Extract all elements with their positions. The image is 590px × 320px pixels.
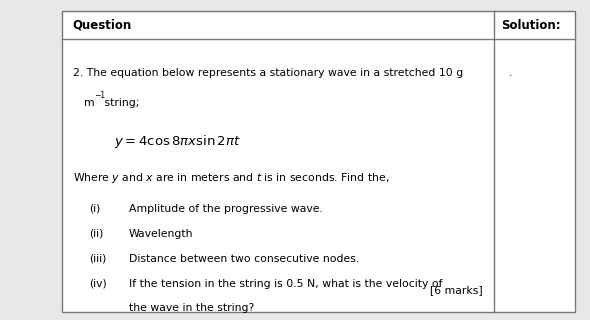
Text: [6 marks]: [6 marks] bbox=[430, 284, 483, 295]
Text: the wave in the string?: the wave in the string? bbox=[129, 303, 254, 314]
Text: 2. The equation below represents a stationary wave in a stretched 10 g: 2. The equation below represents a stati… bbox=[73, 68, 463, 78]
Text: −1: −1 bbox=[94, 91, 105, 100]
Text: Amplitude of the progressive wave.: Amplitude of the progressive wave. bbox=[129, 204, 323, 214]
Text: string;: string; bbox=[101, 98, 139, 108]
Text: Question: Question bbox=[73, 19, 132, 32]
Text: (iv): (iv) bbox=[89, 278, 107, 289]
Text: (iii): (iii) bbox=[89, 253, 106, 264]
Text: Where $y$ and $x$ are in meters and $t$ is in seconds. Find the,: Where $y$ and $x$ are in meters and $t$ … bbox=[73, 171, 389, 185]
Text: If the tension in the string is 0.5 N, what is the velocity of: If the tension in the string is 0.5 N, w… bbox=[129, 278, 442, 289]
Text: m: m bbox=[84, 98, 95, 108]
Text: (i): (i) bbox=[89, 204, 100, 214]
Text: Distance between two consecutive nodes.: Distance between two consecutive nodes. bbox=[129, 253, 359, 264]
Text: (ii): (ii) bbox=[89, 228, 103, 239]
Text: Solution:: Solution: bbox=[502, 19, 561, 32]
Bar bbox=[62, 11, 575, 312]
Text: .: . bbox=[509, 68, 513, 78]
Text: Wavelength: Wavelength bbox=[129, 228, 193, 239]
Text: $y = 4\cos 8\pi x\sin 2\pi t$: $y = 4\cos 8\pi x\sin 2\pi t$ bbox=[114, 133, 241, 150]
